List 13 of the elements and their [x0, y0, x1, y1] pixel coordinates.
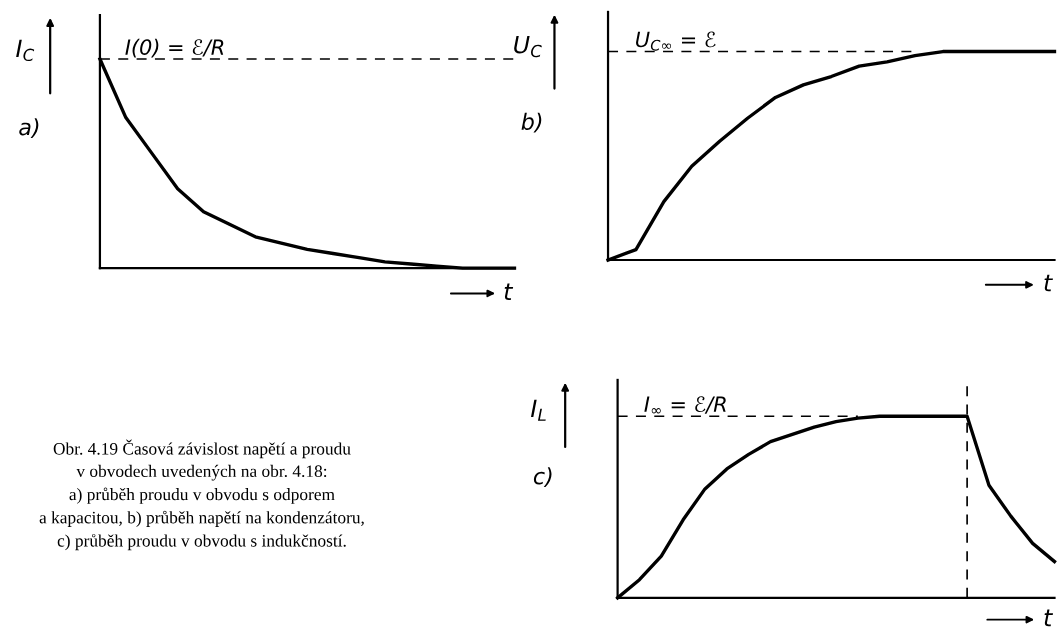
y-axis-title: U$_{C}$ — [514, 35, 542, 58]
ref-line-label: I(0) = ℰ/R — [125, 38, 224, 58]
x-axis-title: t — [1044, 609, 1054, 627]
y-axis-title: I$_{L}$ — [530, 399, 546, 421]
text: b) — [521, 112, 542, 133]
x-axis-title: t — [504, 283, 514, 300]
text: Obr. 4.19 Časová závislost napětí a proudu v obvodech uvedených na obr. 4.18: a) průběh proudu v obvodu s odporem a kapacitou, b) průběh napětí na kondenzátoru, c) průběh proudu v obvodu s indukčností. — [39, 439, 364, 551]
text: c) — [533, 467, 552, 488]
ref-line-label: I$_{∞}$ = ℰ/R — [644, 396, 726, 414]
x-axis-title: t — [1044, 274, 1053, 292]
text: a) — [19, 118, 39, 139]
y-axis-title: I$_{C}$ — [16, 39, 35, 62]
ref-line-label: U$_{C∞}$ = ℰ — [636, 31, 716, 51]
